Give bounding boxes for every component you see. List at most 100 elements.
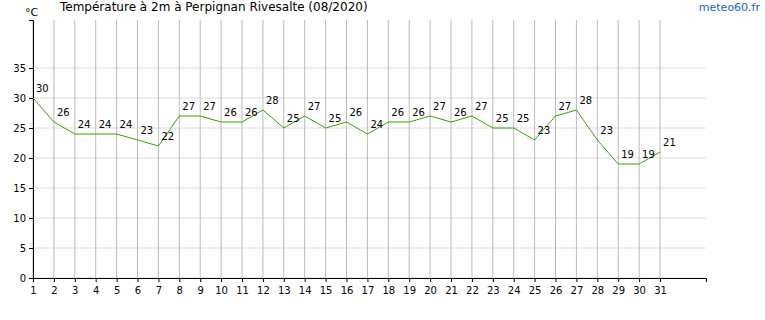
x-tick-label: 5 (114, 285, 120, 296)
x-tick-label: 24 (508, 285, 521, 296)
y-grid-line (33, 158, 706, 159)
x-tick-mark (597, 278, 598, 282)
x-tick-mark (221, 278, 222, 282)
data-label: 26 (57, 107, 70, 118)
x-grid-line (660, 20, 661, 278)
plot-area (33, 98, 660, 164)
x-tick-mark (472, 278, 473, 282)
y-tick-label: 0 (20, 273, 26, 284)
x-tick-label: 11 (236, 285, 249, 296)
data-label: 21 (663, 137, 676, 148)
x-tick: 22 (466, 278, 479, 296)
x-tick-label: 7 (156, 285, 162, 296)
x-tick: 1 (30, 278, 36, 296)
x-tick-mark (33, 278, 34, 282)
y-axis: 05101520253035 (13, 21, 33, 284)
x-grid-line (388, 20, 389, 278)
x-tick-label: 30 (633, 285, 646, 296)
x-tick: 20 (424, 278, 437, 296)
x-grid-line (534, 20, 535, 278)
x-tick: 13 (278, 278, 291, 296)
data-label: 25 (517, 113, 530, 124)
x-tick-mark (305, 278, 306, 282)
source: meteo60.fr (699, 1, 761, 14)
data-label: 25 (329, 113, 342, 124)
y-tick: 15 (13, 183, 33, 194)
x-tick: 31 (654, 278, 667, 296)
x-tick-mark (96, 278, 97, 282)
y-tick-label: 35 (13, 63, 26, 74)
data-label: 25 (287, 113, 300, 124)
x-tick-label: 15 (320, 285, 333, 296)
x-tick-mark (388, 278, 389, 282)
data-label: 27 (475, 101, 488, 112)
data-label: 26 (412, 107, 425, 118)
x-tick-mark (242, 278, 243, 282)
y-tick-mark (29, 98, 33, 99)
x-tick: 11 (236, 278, 249, 296)
x-grid-line (262, 20, 263, 278)
x-tick: 8 (177, 278, 183, 296)
x-grid-line (158, 20, 159, 278)
x-tick: 17 (362, 278, 375, 296)
x-tick: 30 (633, 278, 646, 296)
x-tick: 21 (445, 278, 458, 296)
x-tick: 25 (529, 278, 542, 296)
x-tick-label: 21 (445, 285, 458, 296)
x-tick-label: 20 (424, 285, 437, 296)
x-grid-line (409, 20, 410, 278)
x-tick-mark (347, 278, 348, 282)
y-tick-mark (29, 218, 33, 219)
x-grid-line (221, 20, 222, 278)
title: Température à 2m à Perpignan Rivesalte (… (59, 0, 368, 14)
x-grid-line (555, 20, 556, 278)
x-tick: 6 (135, 278, 141, 296)
x-grid-line (116, 20, 117, 278)
x-tick: 2 (51, 278, 57, 296)
data-label: 27 (308, 101, 321, 112)
data-label: 26 (245, 107, 258, 118)
x-grid-line (597, 20, 598, 278)
y-tick: 0 (20, 273, 33, 284)
y-tick: 25 (13, 123, 33, 134)
x-tick: 23 (487, 278, 500, 296)
y-tick-label: 5 (20, 243, 26, 254)
y-tick: 35 (13, 63, 33, 74)
y-grid-line (33, 188, 706, 189)
x-tick-label: 28 (591, 285, 604, 296)
y-tick-mark (29, 128, 33, 129)
x-tick-mark (326, 278, 327, 282)
x-grid-line (430, 20, 431, 278)
x-grid-line (283, 20, 284, 278)
x-grid-line (242, 20, 243, 278)
y-tick-mark (29, 158, 33, 159)
x-grid-line (53, 20, 54, 278)
data-label: 23 (600, 125, 613, 136)
x-tick: 3 (72, 278, 78, 296)
x-tick-mark (514, 278, 515, 282)
x-tick: 28 (591, 278, 604, 296)
y-tick-label: 20 (13, 153, 26, 164)
x-tick-mark (117, 278, 118, 282)
x-tick-mark (75, 278, 76, 282)
x-grid-line (95, 20, 96, 278)
data-label: 25 (496, 113, 509, 124)
data-label: 26 (224, 107, 237, 118)
x-tick-mark (284, 278, 285, 282)
x-tick-label: 13 (278, 285, 291, 296)
x-tick-mark (367, 278, 368, 282)
x-tick: 12 (257, 278, 270, 296)
y-tick-label: 30 (13, 93, 26, 104)
x-tick-label: 18 (382, 285, 395, 296)
x-tick-label: 25 (529, 285, 542, 296)
data-label: 26 (350, 107, 363, 118)
data-label: 28 (579, 95, 592, 106)
y-grid-line (33, 98, 706, 99)
data-label: 27 (559, 101, 572, 112)
x-tick-mark (54, 278, 55, 282)
y-grid-line (33, 68, 706, 69)
x-tick-mark (535, 278, 536, 282)
data-label: 27 (433, 101, 446, 112)
x-grid-line (179, 20, 180, 278)
data-label: 30 (36, 83, 49, 94)
